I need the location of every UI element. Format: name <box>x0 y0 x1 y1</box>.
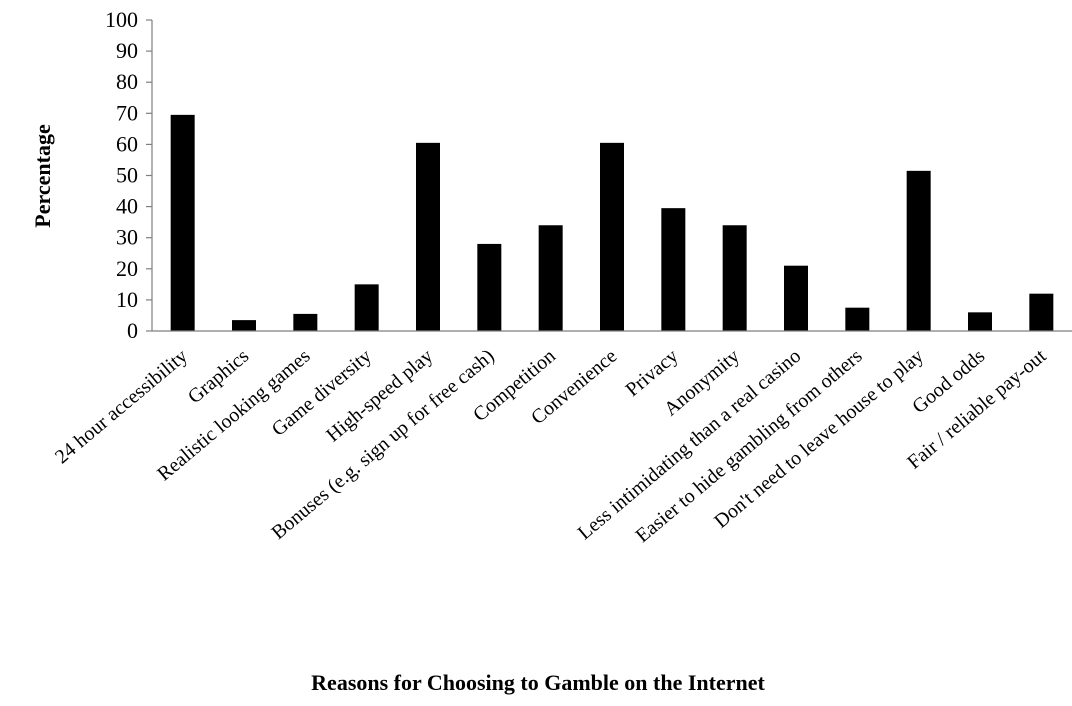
bar <box>968 312 992 331</box>
y-tick-label: 40 <box>116 194 138 219</box>
x-tick-label: Bonuses (e.g. sign up for free cash) <box>267 345 498 544</box>
y-tick-label: 80 <box>116 69 138 94</box>
bar <box>1029 293 1054 331</box>
bar <box>600 142 624 331</box>
bar <box>232 320 256 331</box>
y-tick-label: 10 <box>116 287 138 312</box>
y-tick-label: 30 <box>116 225 138 250</box>
y-tick-label: 60 <box>116 131 138 156</box>
y-axis-title: Percentage <box>30 124 55 228</box>
bar <box>170 114 195 331</box>
y-axis-ticks: 0 10 20 30 40 50 60 70 80 90 100 <box>105 7 152 343</box>
x-tick-label: 24 hour accessibility <box>51 345 192 468</box>
bar <box>416 142 440 331</box>
x-tick-label: High-speed play <box>322 345 437 446</box>
y-tick-label: 20 <box>116 256 138 281</box>
bar <box>477 243 502 331</box>
bar <box>661 208 686 331</box>
x-tick-label: Less intimidating than a real casino <box>574 345 806 544</box>
bar <box>293 313 318 331</box>
y-tick-label: 50 <box>116 163 138 188</box>
bar <box>722 225 747 331</box>
x-axis-title: Reasons for Choosing to Gamble on the In… <box>311 670 765 695</box>
bar <box>906 170 931 331</box>
y-tick-label: 90 <box>116 38 138 63</box>
y-tick-label: 0 <box>127 318 138 343</box>
y-tick-label: 70 <box>116 100 138 125</box>
bar <box>354 284 379 331</box>
bar <box>538 225 563 331</box>
y-tick-label: 100 <box>105 7 138 32</box>
bars <box>170 114 1054 331</box>
bar <box>845 307 870 331</box>
x-tick-label: Easier to hide gambling from others <box>632 345 867 547</box>
bar <box>784 265 808 331</box>
